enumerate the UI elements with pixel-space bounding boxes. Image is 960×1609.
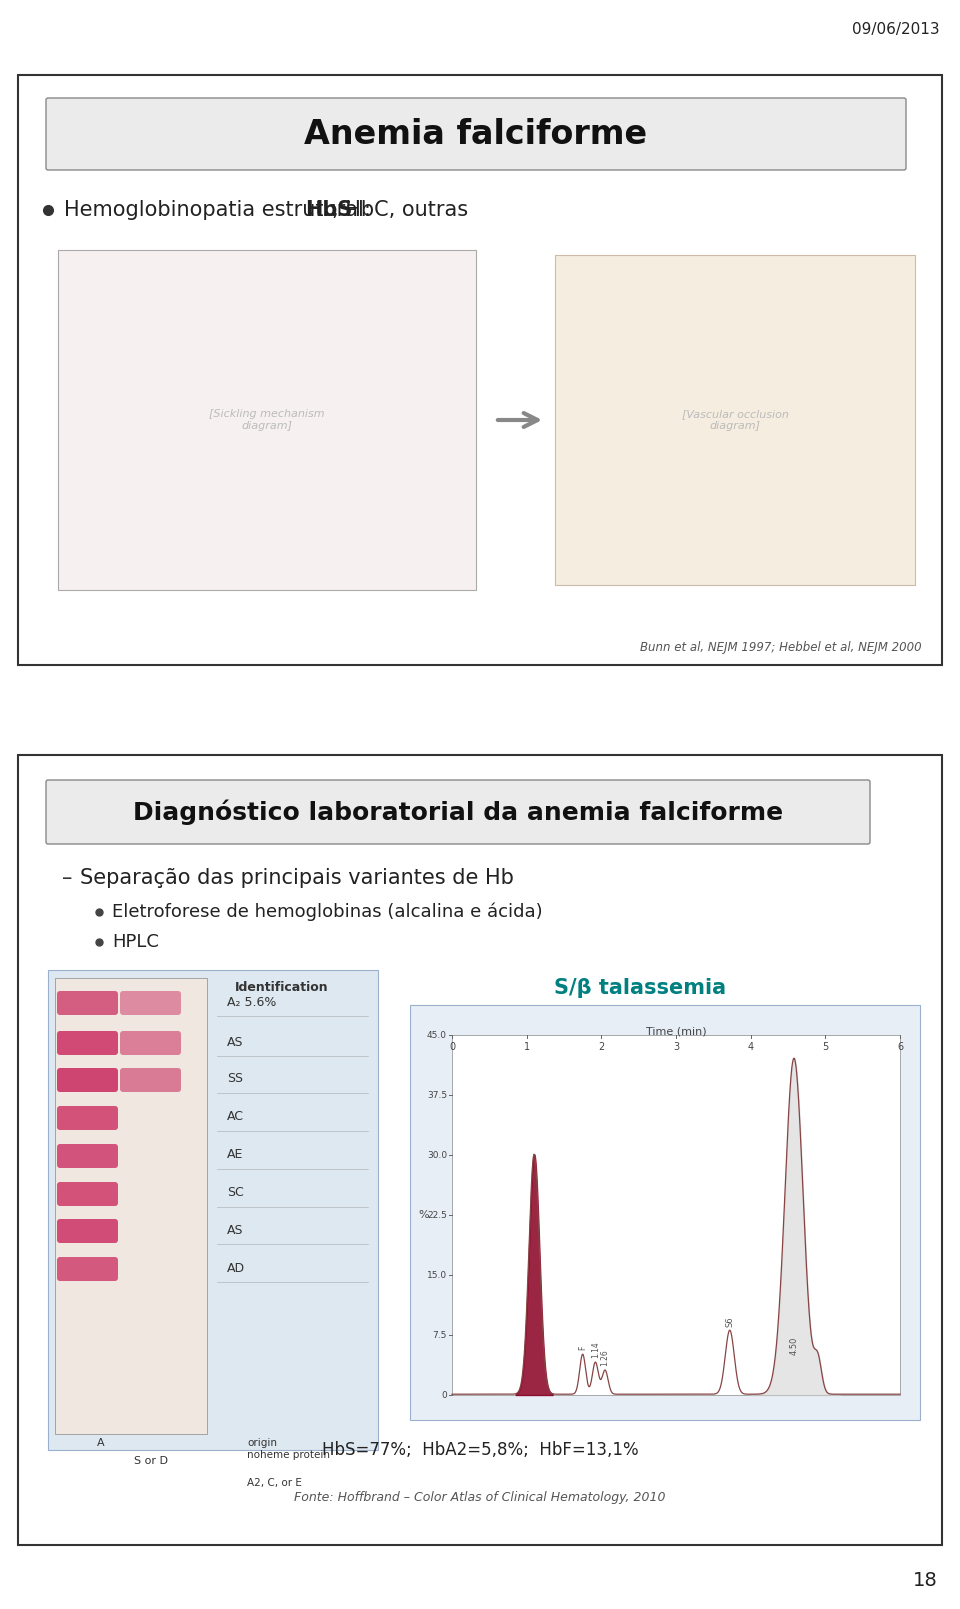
Text: –: –	[62, 867, 72, 888]
Text: S or D: S or D	[134, 1456, 168, 1466]
Text: A: A	[97, 1438, 105, 1448]
Text: 37.5: 37.5	[427, 1091, 447, 1099]
FancyBboxPatch shape	[57, 1220, 118, 1244]
Text: SS: SS	[227, 1073, 243, 1086]
Text: 5: 5	[822, 1043, 828, 1052]
Text: F: F	[578, 1345, 588, 1350]
Text: HbS: HbS	[304, 200, 352, 220]
Text: AC: AC	[227, 1110, 244, 1123]
Text: HPLC: HPLC	[112, 933, 158, 951]
Text: 22.5: 22.5	[427, 1210, 447, 1220]
Text: AS: AS	[227, 1223, 244, 1236]
Text: 6: 6	[897, 1043, 903, 1052]
FancyBboxPatch shape	[46, 780, 870, 845]
Text: Separação das principais variantes de Hb: Separação das principais variantes de Hb	[80, 867, 514, 888]
FancyBboxPatch shape	[57, 1031, 118, 1056]
Text: 1.26: 1.26	[601, 1350, 610, 1366]
Text: origin
noheme protein: origin noheme protein	[247, 1438, 330, 1459]
Text: 30.0: 30.0	[427, 1150, 447, 1160]
Text: Fonte: Hoffbrand – Color Atlas of Clinical Hematology, 2010: Fonte: Hoffbrand – Color Atlas of Clinic…	[295, 1490, 665, 1503]
Text: AD: AD	[227, 1261, 245, 1274]
FancyBboxPatch shape	[120, 1068, 181, 1093]
FancyBboxPatch shape	[46, 98, 906, 171]
Text: 2: 2	[598, 1043, 605, 1052]
Text: AS: AS	[227, 1036, 244, 1049]
Text: AE: AE	[227, 1149, 244, 1162]
FancyBboxPatch shape	[57, 1105, 118, 1130]
Text: 15.0: 15.0	[427, 1271, 447, 1279]
Text: Bunn et al, NEJM 1997; Hebbel et al, NEJM 2000: Bunn et al, NEJM 1997; Hebbel et al, NEJ…	[640, 640, 922, 653]
Text: 7.5: 7.5	[433, 1331, 447, 1340]
FancyBboxPatch shape	[57, 991, 118, 1015]
Bar	[18, 755, 942, 1545]
Bar	[18, 76, 942, 665]
Text: 45.0: 45.0	[427, 1030, 447, 1039]
Bar	[410, 1006, 920, 1421]
Text: %: %	[419, 1210, 429, 1220]
Text: 0: 0	[442, 1390, 447, 1400]
Bar	[55, 978, 207, 1434]
Text: A₂ 5.6%: A₂ 5.6%	[227, 996, 276, 1009]
Text: S/β talassemia: S/β talassemia	[554, 978, 726, 998]
FancyBboxPatch shape	[57, 1183, 118, 1207]
Text: Diagnóstico laboratorial da anemia falciforme: Diagnóstico laboratorial da anemia falci…	[132, 800, 783, 825]
Text: S6: S6	[725, 1316, 734, 1327]
FancyBboxPatch shape	[57, 1068, 118, 1093]
Text: 1: 1	[523, 1043, 530, 1052]
Bar	[48, 970, 378, 1450]
Text: [Vascular occlusion
diagram]: [Vascular occlusion diagram]	[682, 409, 788, 431]
FancyBboxPatch shape	[57, 1144, 118, 1168]
Text: 1.14: 1.14	[590, 1342, 600, 1358]
Bar	[58, 249, 476, 591]
Text: Anemia falciforme: Anemia falciforme	[304, 117, 648, 151]
FancyBboxPatch shape	[120, 991, 181, 1015]
Bar	[555, 254, 915, 586]
Text: 4.50: 4.50	[789, 1337, 799, 1355]
FancyBboxPatch shape	[57, 1257, 118, 1281]
Text: Identification: Identification	[235, 980, 329, 993]
Text: A2, C, or E: A2, C, or E	[247, 1479, 301, 1488]
Text: HbS=77%;  HbA2=5,8%;  HbF=13,1%: HbS=77%; HbA2=5,8%; HbF=13,1%	[322, 1442, 638, 1459]
Text: 18: 18	[913, 1570, 938, 1590]
FancyBboxPatch shape	[120, 1031, 181, 1056]
Text: Time (min): Time (min)	[646, 1027, 707, 1036]
Text: , HbC, outras: , HbC, outras	[332, 200, 468, 220]
Bar	[452, 1035, 900, 1395]
Text: 4: 4	[748, 1043, 754, 1052]
Text: 3: 3	[673, 1043, 679, 1052]
Text: 0: 0	[449, 1043, 455, 1052]
Text: [Sickling mechanism
diagram]: [Sickling mechanism diagram]	[209, 409, 324, 431]
Text: Eletroforese de hemoglobinas (alcalina e ácida): Eletroforese de hemoglobinas (alcalina e…	[112, 903, 542, 922]
Text: Hemoglobinopatia estrutural:: Hemoglobinopatia estrutural:	[64, 200, 377, 220]
Text: 09/06/2013: 09/06/2013	[852, 23, 940, 37]
Text: SC: SC	[227, 1186, 244, 1199]
